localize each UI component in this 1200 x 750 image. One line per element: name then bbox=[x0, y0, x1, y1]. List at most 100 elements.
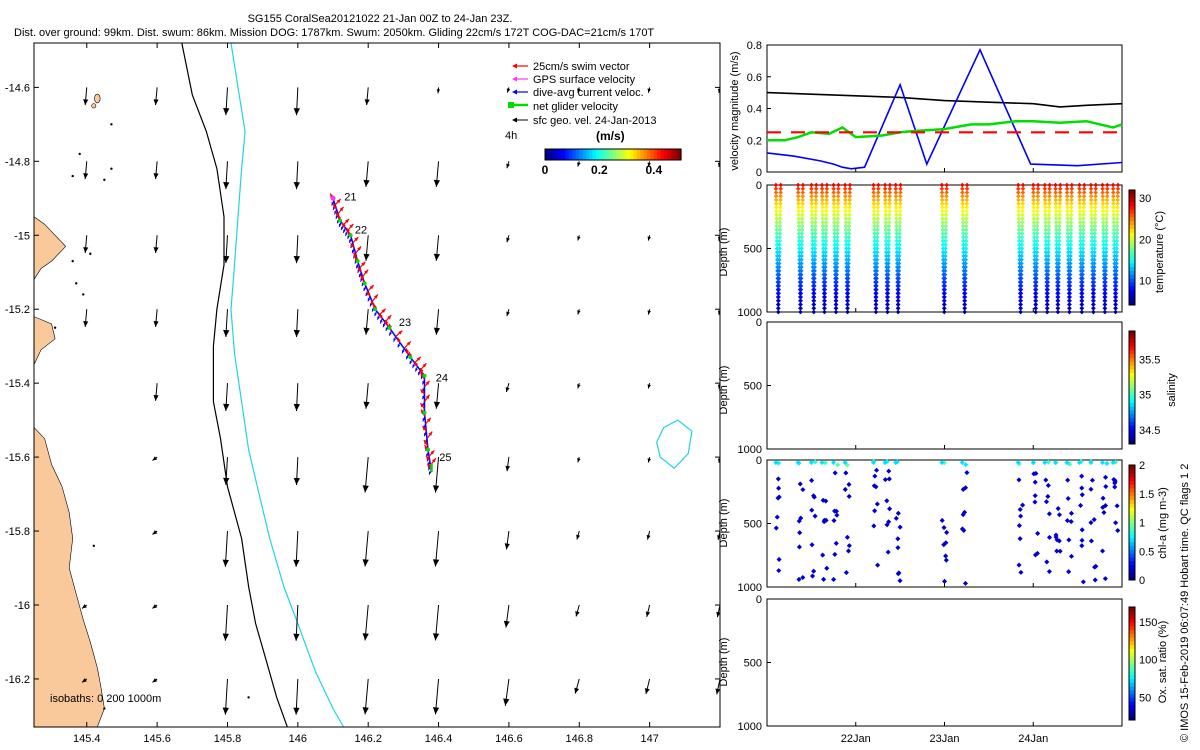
temperature-point bbox=[884, 249, 889, 255]
temperature-point bbox=[871, 216, 877, 221]
temperature-point bbox=[835, 212, 841, 218]
temperature-point bbox=[1112, 257, 1117, 262]
temperature-point bbox=[895, 279, 900, 285]
reef-dot bbox=[71, 174, 74, 178]
colorbar-swatch bbox=[582, 149, 587, 160]
temperature-point bbox=[964, 223, 969, 229]
temperature-point bbox=[895, 283, 900, 289]
geo-arrow-head bbox=[152, 530, 158, 535]
temperature-point bbox=[943, 246, 948, 251]
chl-point bbox=[1056, 538, 1062, 544]
temperature-point bbox=[1079, 279, 1084, 285]
temperature-point bbox=[940, 205, 945, 210]
temperature-point bbox=[897, 201, 903, 206]
temperature-point bbox=[796, 231, 802, 236]
chl-point bbox=[1057, 548, 1063, 554]
temperature-point bbox=[845, 283, 851, 289]
swim-vector-head bbox=[357, 246, 362, 251]
temperature-point bbox=[1033, 294, 1038, 300]
temperature-point bbox=[963, 261, 968, 266]
temperature-point bbox=[875, 216, 880, 221]
temperature-point bbox=[1113, 306, 1118, 311]
temperature-point bbox=[798, 309, 803, 315]
geo-arrow-head bbox=[432, 559, 440, 567]
temperature-point bbox=[1020, 186, 1026, 191]
temperature-point bbox=[884, 272, 890, 277]
salinity-colorbar-swatch bbox=[1129, 395, 1135, 400]
temperature-point bbox=[1065, 242, 1071, 248]
temperature-point bbox=[871, 186, 876, 191]
temperature-point bbox=[1104, 231, 1109, 236]
temperature-point bbox=[1019, 227, 1025, 233]
temperature-point bbox=[798, 306, 803, 311]
temperature-point bbox=[1053, 220, 1059, 225]
temperature-point bbox=[1104, 220, 1109, 225]
temperature-point bbox=[846, 238, 852, 244]
temperature-point bbox=[883, 246, 889, 251]
temperature-point bbox=[776, 287, 782, 292]
temperature-point bbox=[1114, 261, 1119, 266]
temperature-point bbox=[895, 294, 901, 300]
temperature-point bbox=[1103, 249, 1109, 255]
temperature-point bbox=[812, 246, 818, 251]
temperature-point bbox=[1056, 261, 1062, 266]
temperature-point bbox=[835, 238, 840, 244]
temperature-point bbox=[1034, 242, 1040, 248]
temperature-point bbox=[896, 276, 902, 281]
temperature-point bbox=[846, 246, 852, 251]
salinity-colorbar-tick-label: 34.5 bbox=[1139, 425, 1160, 437]
colorbar-swatch bbox=[636, 149, 641, 160]
temperature-point bbox=[1064, 197, 1070, 203]
temperature-point bbox=[872, 223, 877, 229]
temperature-point bbox=[1102, 302, 1108, 307]
salinity-colorbar-swatch bbox=[1129, 421, 1135, 426]
temperature-point bbox=[845, 298, 850, 304]
dac-vector-head bbox=[393, 338, 397, 342]
map-legend: 25cm/s swim vector GPS surface velocity … bbox=[505, 61, 682, 177]
temperature-point bbox=[1015, 186, 1021, 191]
colorbar-swatch bbox=[633, 149, 638, 160]
temperature-point bbox=[776, 283, 782, 289]
chl-surface-point bbox=[1110, 459, 1116, 466]
chl-point bbox=[809, 507, 815, 513]
temperature-point bbox=[778, 186, 783, 191]
temperature-point bbox=[962, 302, 968, 307]
temperature-point bbox=[1044, 279, 1049, 285]
dac-vector-head bbox=[429, 471, 432, 475]
temperature-point bbox=[834, 279, 839, 285]
swim-vector-head bbox=[354, 256, 359, 261]
geo-arrow-head bbox=[83, 321, 89, 327]
temperature-point bbox=[1034, 249, 1040, 255]
temperature-point bbox=[897, 208, 903, 214]
chl-point bbox=[872, 473, 878, 479]
swim-vector-head bbox=[422, 363, 427, 368]
temperature-point bbox=[1045, 257, 1051, 262]
colorbar-swatch bbox=[548, 149, 553, 160]
temperature-point bbox=[1055, 283, 1060, 289]
temperature-point bbox=[1032, 268, 1038, 274]
swim-vector-head bbox=[335, 212, 340, 217]
temperature-point bbox=[843, 231, 849, 236]
oxygen-colorbar-swatch bbox=[1129, 693, 1135, 698]
chl-point bbox=[895, 545, 901, 551]
temperature-point bbox=[1093, 201, 1098, 206]
temperature-point bbox=[846, 249, 851, 255]
temperature-point bbox=[1079, 306, 1085, 311]
temperature-point bbox=[845, 294, 851, 300]
temperature-point bbox=[843, 193, 848, 199]
colorbar-swatch bbox=[657, 149, 662, 160]
temperature-point bbox=[831, 216, 837, 221]
temperature-point bbox=[1017, 283, 1023, 289]
temperature-point bbox=[845, 302, 850, 307]
temperature-point bbox=[835, 223, 840, 229]
temperature-point bbox=[1103, 279, 1108, 285]
temperature-point bbox=[1045, 291, 1050, 296]
chl-point bbox=[1088, 520, 1094, 526]
chl-colorbar-swatch bbox=[1129, 534, 1135, 539]
chl-point bbox=[1103, 474, 1109, 480]
temperature-point bbox=[1091, 298, 1096, 304]
temperature-point bbox=[843, 227, 849, 233]
temperature-point bbox=[1056, 279, 1061, 285]
temperature-point bbox=[846, 268, 851, 274]
temperature-point bbox=[843, 220, 849, 225]
